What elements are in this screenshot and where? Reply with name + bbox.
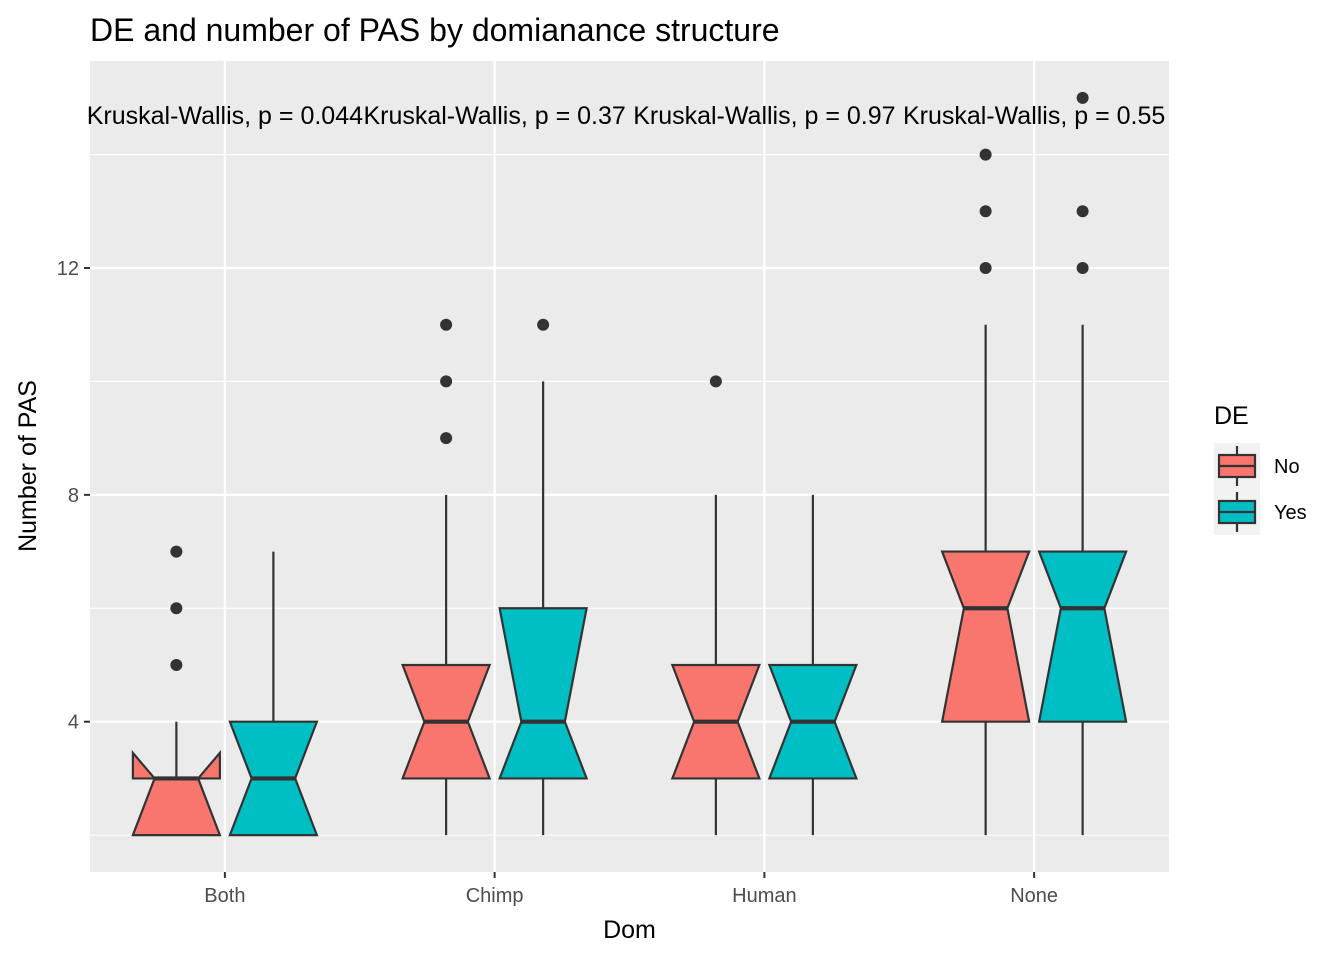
outlier-point: [440, 318, 453, 331]
annotation-text: Kruskal-Wallis, p = 0.97: [633, 102, 895, 130]
x-tick-label: Human: [732, 885, 796, 907]
x-axis: Both Chimp Human None: [204, 872, 1058, 907]
annotation-text: Kruskal-Wallis, p = 0.37: [363, 102, 625, 130]
outlier-point: [440, 375, 453, 388]
x-tick-label: Both: [204, 885, 245, 907]
box-layer: [131, 91, 1128, 837]
outlier-point: [170, 602, 183, 615]
box-yes-none: [1037, 91, 1128, 836]
box-no-both: [131, 545, 222, 837]
legend-label-no: No: [1274, 456, 1300, 478]
annotation-layer: Kruskal-Wallis, p = 0.044 Kruskal-Wallis,…: [87, 102, 1166, 130]
annotation-text: Kruskal-Wallis, p = 0.044: [87, 102, 363, 130]
outlier-point: [1076, 262, 1089, 275]
box-yes-both: [228, 551, 319, 837]
x-axis-title: Dom: [603, 916, 656, 944]
legend: DE No Yes: [1214, 402, 1307, 535]
outlier-point: [537, 318, 550, 331]
box-yes-chimp: [498, 318, 589, 836]
y-axis: 4 8 12: [57, 258, 90, 734]
outlier-point: [709, 375, 722, 388]
box-no-chimp: [401, 318, 492, 836]
outlier-point: [170, 545, 183, 558]
box-no-none: [940, 148, 1031, 836]
x-tick-label: None: [1010, 885, 1058, 907]
box-yes-human: [767, 494, 858, 836]
outlier-point: [440, 432, 453, 445]
outlier-point: [979, 148, 992, 161]
y-tick-label: 4: [68, 712, 79, 734]
chart-title: DE and number of PAS by domianance struc…: [90, 12, 780, 48]
legend-key-yes: [1214, 489, 1260, 535]
outlier-point: [170, 658, 183, 671]
y-tick-label: 8: [68, 485, 79, 507]
legend-key-no: [1214, 443, 1260, 489]
legend-label-yes: Yes: [1274, 502, 1307, 524]
annotation-text: Kruskal-Wallis, p = 0.55: [903, 102, 1165, 130]
outlier-point: [1076, 205, 1089, 218]
outlier-point: [979, 262, 992, 275]
outlier-point: [1076, 91, 1089, 104]
box-body: [131, 749, 222, 837]
outlier-point: [979, 205, 992, 218]
legend-title: DE: [1214, 402, 1249, 430]
x-tick-label: Chimp: [466, 885, 524, 907]
y-tick-label: 12: [57, 258, 79, 280]
y-axis-title: Number of PAS: [14, 380, 42, 552]
box-no-human: [670, 375, 761, 836]
